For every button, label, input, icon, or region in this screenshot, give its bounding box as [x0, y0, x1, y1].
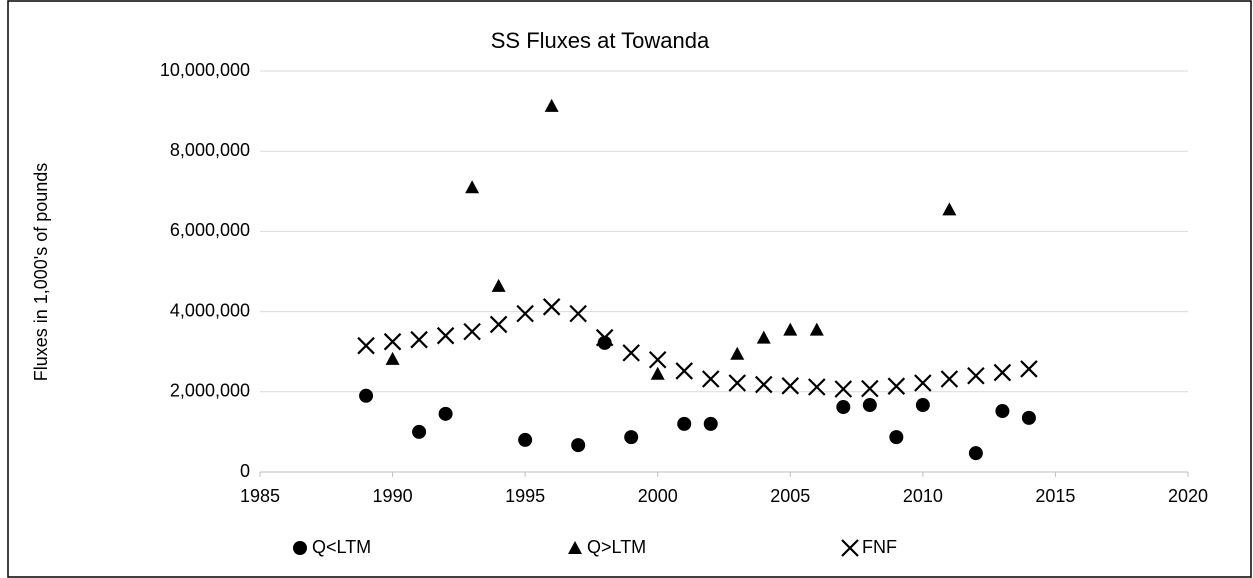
- point: [703, 416, 718, 431]
- y-tick-label: 10,000,000: [160, 60, 250, 80]
- point: [383, 332, 402, 351]
- x-tick-label: 2005: [770, 486, 810, 506]
- point: [675, 362, 694, 380]
- point: [359, 388, 374, 403]
- point: [571, 438, 586, 453]
- point: [915, 398, 930, 413]
- point: [518, 432, 533, 447]
- x-tick-label: 2020: [1168, 486, 1208, 506]
- point: [861, 379, 879, 398]
- point: [385, 351, 400, 365]
- legend-marker: [568, 541, 582, 554]
- point: [730, 346, 745, 360]
- point: [834, 380, 853, 398]
- y-tick-label: 6,000,000: [170, 220, 250, 240]
- point: [808, 378, 826, 396]
- point: [438, 406, 453, 421]
- x-tick-label: 2010: [903, 486, 943, 506]
- point: [889, 430, 904, 445]
- point: [1020, 360, 1038, 378]
- point: [942, 202, 957, 216]
- x-tick-label: 1985: [240, 486, 280, 506]
- point: [677, 416, 692, 431]
- point: [436, 326, 455, 345]
- point: [701, 370, 720, 388]
- point: [887, 377, 906, 395]
- point: [809, 322, 824, 336]
- point: [544, 98, 559, 112]
- x-tick-label: 2000: [638, 486, 678, 506]
- x-tick-label: 1990: [373, 486, 413, 506]
- point: [781, 377, 800, 395]
- point: [968, 446, 983, 461]
- y-tick-label: 2,000,000: [170, 381, 250, 401]
- point: [995, 404, 1010, 419]
- point: [410, 330, 428, 349]
- y-axis-label: Fluxes in 1,000's of pounds: [31, 163, 51, 382]
- point: [967, 366, 985, 385]
- point: [489, 315, 508, 334]
- point: [542, 298, 561, 316]
- point: [728, 374, 747, 392]
- point: [412, 424, 427, 439]
- legend-label: Q>LTM: [587, 537, 646, 557]
- point: [595, 328, 614, 347]
- legend-marker: [293, 541, 307, 555]
- point: [648, 350, 667, 369]
- point: [836, 400, 851, 415]
- point: [993, 363, 1012, 382]
- point: [465, 180, 480, 194]
- point: [569, 304, 587, 323]
- y-tick-label: 8,000,000: [170, 140, 250, 160]
- y-tick-label: 0: [240, 461, 250, 481]
- point: [1021, 410, 1036, 425]
- legend-label: Q<LTM: [312, 537, 371, 557]
- point: [357, 336, 375, 355]
- chart-title: SS Fluxes at Towanda: [491, 28, 710, 53]
- point: [754, 375, 773, 394]
- point: [650, 366, 665, 380]
- point: [914, 374, 932, 392]
- x-tick-label: 2015: [1035, 486, 1075, 506]
- point: [940, 370, 959, 388]
- point: [516, 304, 534, 323]
- legend-label: FNF: [862, 537, 897, 557]
- x-tick-label: 1995: [505, 486, 545, 506]
- point: [624, 430, 639, 445]
- point: [463, 322, 481, 341]
- point: [622, 344, 640, 362]
- point: [756, 330, 771, 344]
- point: [491, 278, 506, 292]
- y-tick-label: 4,000,000: [170, 300, 250, 320]
- point: [862, 398, 877, 413]
- point: [597, 335, 612, 350]
- point: [783, 322, 798, 336]
- chart-border: [7, 0, 1252, 578]
- legend-marker: [841, 539, 859, 557]
